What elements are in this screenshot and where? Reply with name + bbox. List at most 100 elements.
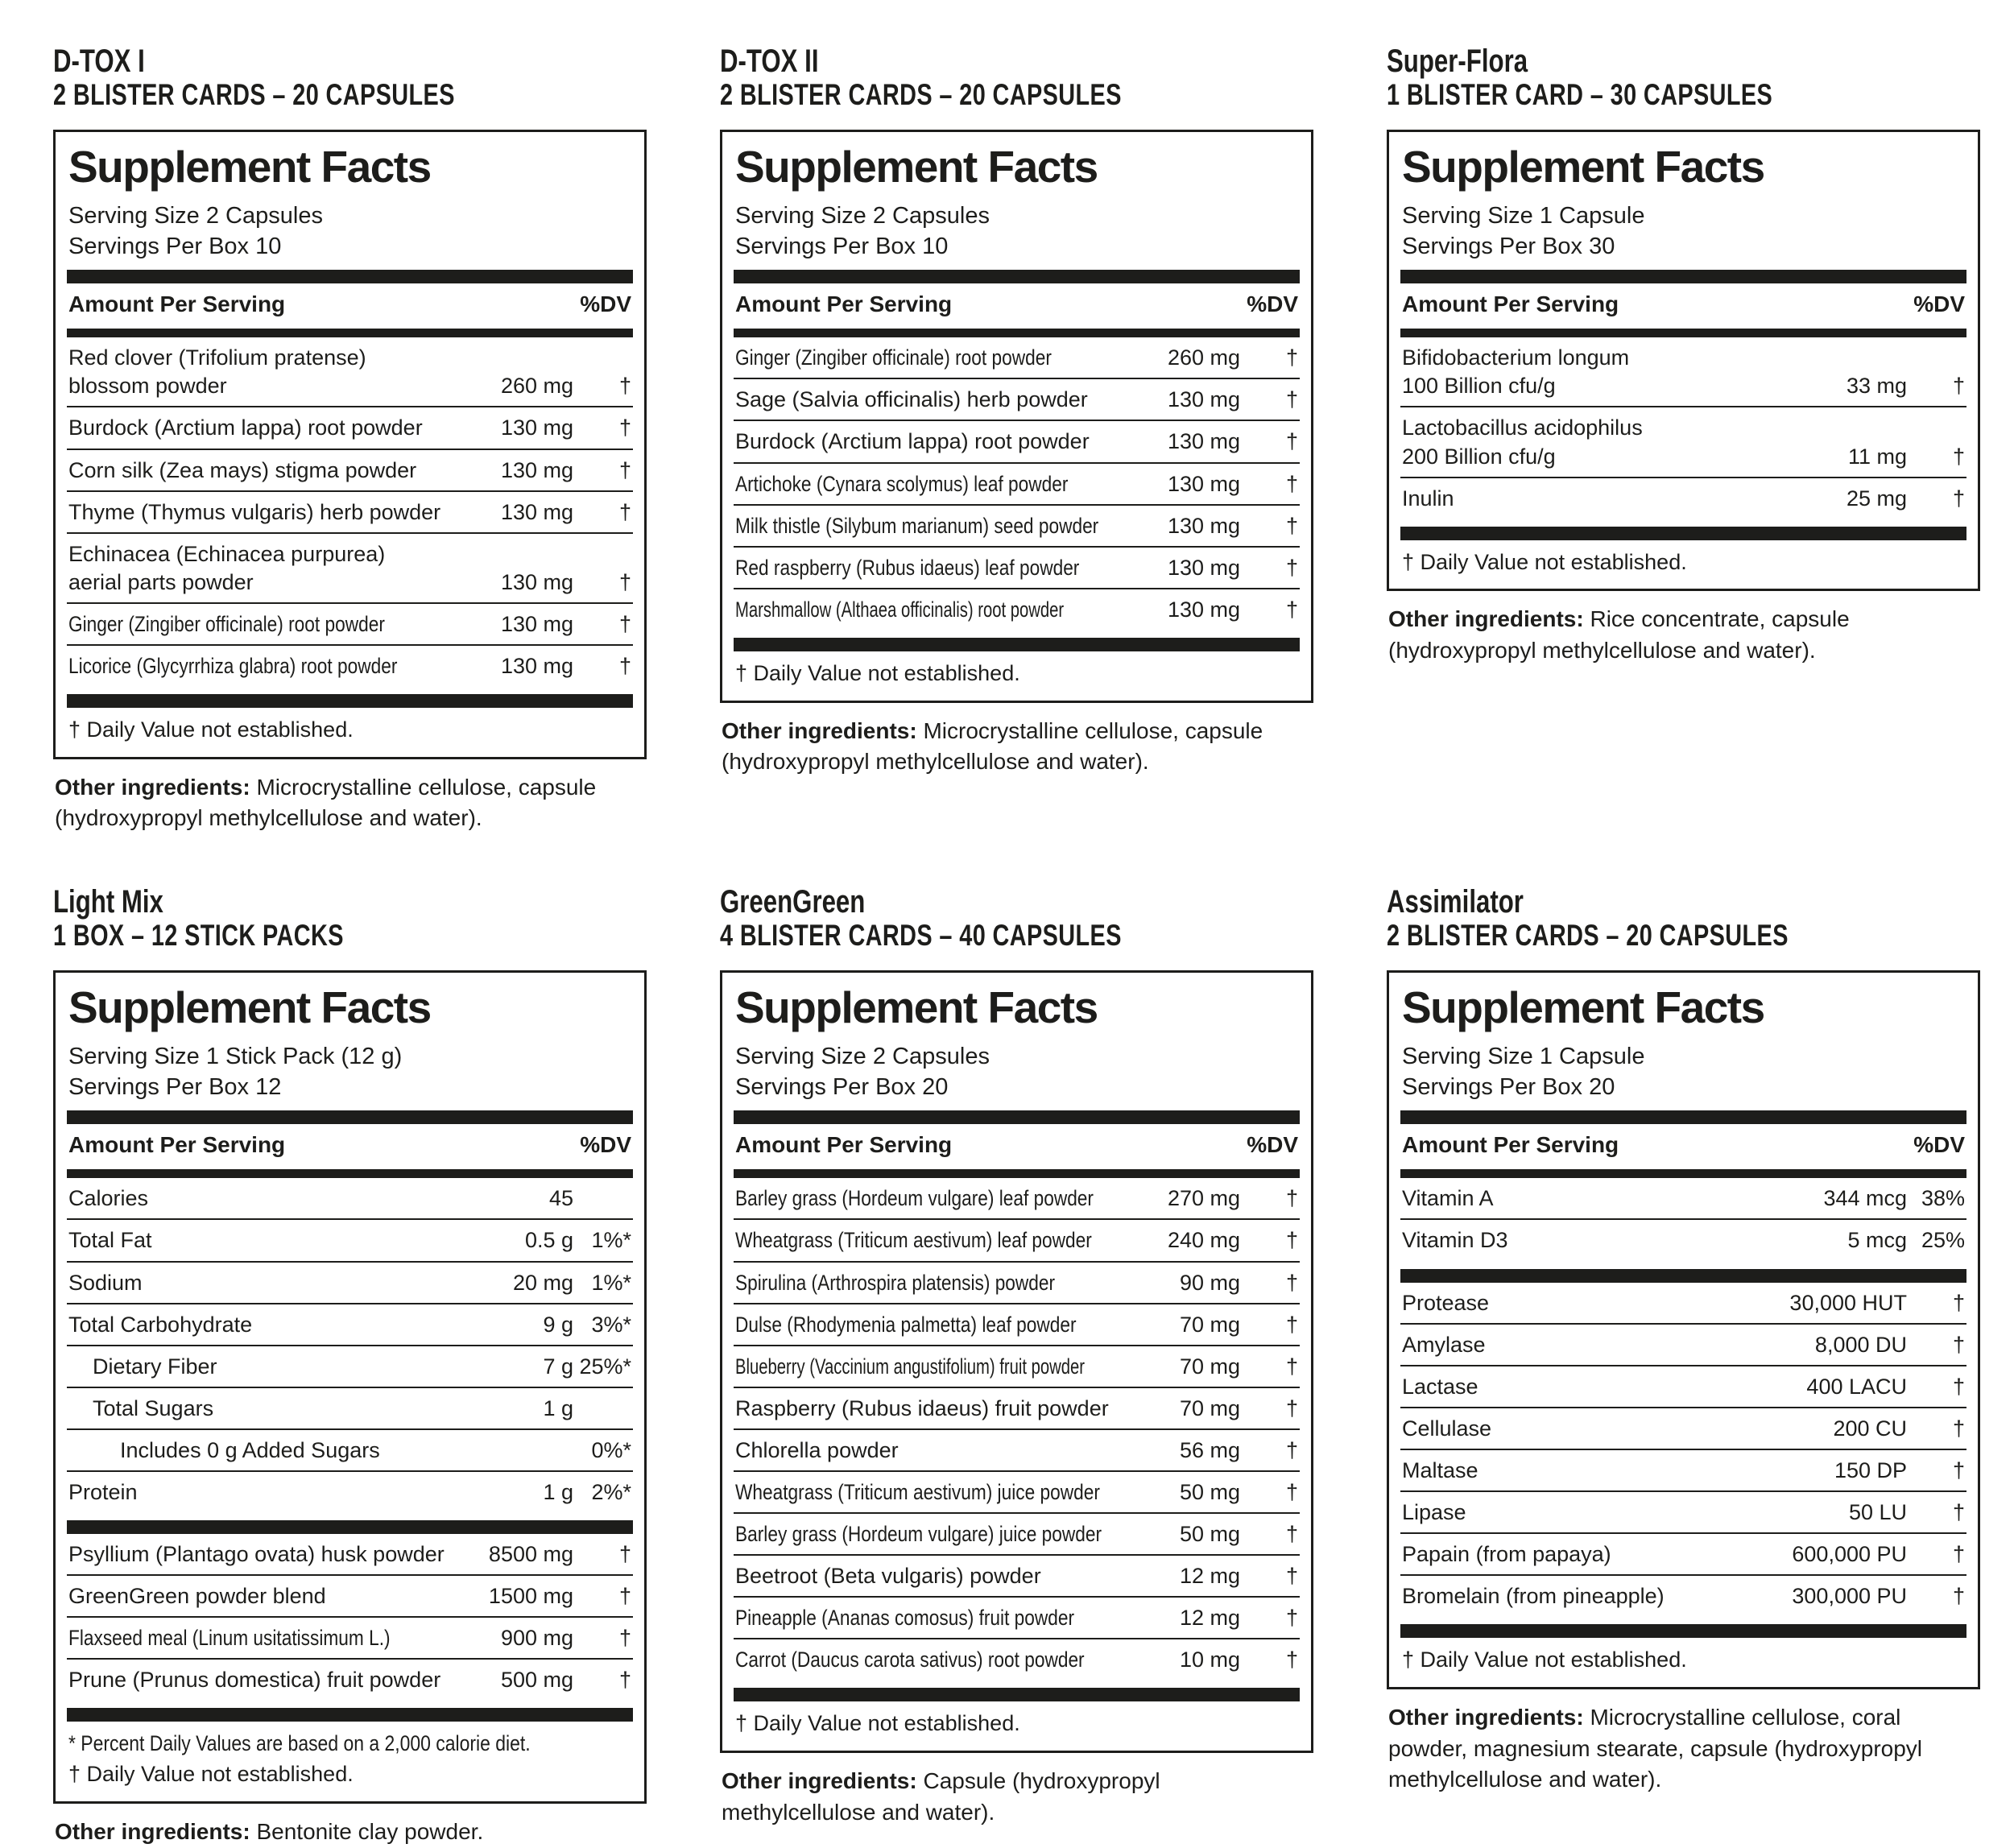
amount-per-serving-label: Amount Per Serving: [68, 1132, 286, 1158]
ingredient-name: Psyllium (Plantago ovata) husk powder: [68, 1540, 453, 1569]
ingredient-amount: 130 mg: [500, 569, 573, 594]
ingredient-row: Artichoke (Cynara scolymus) leaf powder 1…: [734, 461, 1300, 504]
other-ingredients: Other ingredients: Capsule (hydroxypropy…: [722, 1766, 1313, 1828]
footnote: † Daily Value not established.: [1402, 549, 1687, 574]
ingredient-name-line: Total Carbohydrate: [68, 1312, 253, 1337]
ingredient-amount: 50 mg: [1179, 1522, 1240, 1547]
facts-title: Supplement Facts: [735, 982, 1098, 1032]
amount-header-row: Amount Per Serving %DV: [734, 1124, 1300, 1164]
ingredient-row: Burdock (Arctium lappa) root powder 130 m…: [734, 420, 1300, 461]
ingredient-amount: 344 mcg: [1823, 1186, 1907, 1211]
percent-dv-header: %DV: [580, 291, 631, 317]
ingredient-amount: 260 mg: [1167, 345, 1240, 370]
ingredient-amount: 130 mg: [1167, 513, 1240, 538]
ingredient-row: Vitamin A 344 mcg 38%: [1400, 1178, 1966, 1218]
ingredient-row: Barley grass (Hordeum vulgare) leaf powd…: [734, 1178, 1300, 1218]
ingredient-sections: Vitamin A 344 mcg 38% Vitamin D3 5 mcg 25% Pro…: [1400, 1178, 1966, 1616]
ingredient-name-line: Bifidobacterium longum: [1402, 345, 1630, 370]
ingredient-name-line: Papain (from papaya): [1402, 1542, 1611, 1567]
ingredient-row: Lipase 50 LU †: [1400, 1490, 1966, 1532]
ingredient-dv: †: [618, 374, 631, 399]
ingredient-name: Ginger (Zingiber officinale) root powder: [735, 344, 1119, 372]
ingredient-dv: †: [1285, 1395, 1298, 1420]
ingredient-name-line: Maltase: [1402, 1457, 1478, 1482]
footnotes: † Daily Value not established.: [734, 1701, 1300, 1743]
percent-dv-header: %DV: [1913, 1132, 1965, 1158]
ingredient-dv: †: [1952, 374, 1965, 399]
other-ingredients-label: Other ingredients:: [55, 1819, 250, 1845]
ingredient-name: Red raspberry (Rubus idaeus) leaf powder: [735, 554, 1119, 582]
footnote: † Daily Value not established.: [735, 1711, 1020, 1736]
ingredient-row: Carrot (Daucus carota sativus) root powd…: [734, 1638, 1300, 1680]
ingredient-dv: †: [1952, 1457, 1965, 1482]
footnotes: † Daily Value not established.: [1400, 540, 1966, 581]
supplement-facts-box: Supplement Facts Serving Size 1 Capsule …: [1387, 969, 1980, 1690]
ingredient-dv: 2%*: [591, 1479, 631, 1504]
ingredient-dv: †: [1285, 429, 1298, 454]
ingredient-name-line: Milk thistle (Silybum marianum) seed pow…: [735, 513, 1099, 538]
ingredient-name-line: Protein: [68, 1479, 138, 1504]
ingredient-amount: 10 mg: [1179, 1647, 1240, 1672]
ingredient-amount: 130 mg: [1167, 555, 1240, 580]
ingredient-section: Protease 30,000 HUT † Amylase 8,000 DU † Lacta…: [1400, 1283, 1966, 1617]
ingredient-row: Wheatgrass (Triticum aestivum) leaf powd…: [734, 1218, 1300, 1260]
ingredient-amount: 150 DP: [1834, 1457, 1907, 1482]
ingredient-name: Thyme (Thymus vulgaris) herb powder: [68, 498, 453, 527]
ingredient-name-line: Vitamin A: [1402, 1186, 1494, 1211]
ingredient-dv: †: [1952, 1584, 1965, 1609]
other-ingredients-label: Other ingredients:: [1388, 1705, 1584, 1730]
ingredient-amount: 33 mg: [1846, 374, 1907, 399]
ingredient-dv: †: [1285, 1437, 1298, 1462]
ingredient-name: Dulse (Rhodymenia palmetta) leaf powder: [735, 1311, 1119, 1339]
ingredient-name: Vitamin D3: [1402, 1226, 1786, 1255]
ingredient-dv: †: [1285, 513, 1298, 538]
ingredient-amount: 600,000 PU: [1792, 1542, 1907, 1567]
amount-per-serving-label: Amount Per Serving: [68, 291, 286, 317]
footnotes: † Daily Value not established.: [67, 708, 633, 749]
ingredient-name-line: Thyme (Thymus vulgaris) herb powder: [68, 499, 441, 524]
ingredient-name: Milk thistle (Silybum marianum) seed pow…: [735, 512, 1119, 540]
ingredient-dv: †: [618, 499, 631, 524]
ingredient-name: Chlorella powder: [735, 1437, 1119, 1465]
ingredient-amount: 25 mg: [1846, 486, 1907, 511]
facts-title: Supplement Facts: [1402, 141, 1765, 192]
ingredient-section: Red clover (Trifolium pratense) blossom p…: [67, 337, 633, 686]
ingredient-name: Papain (from papaya): [1402, 1540, 1786, 1569]
ingredient-name: Includes 0 g Added Sugars: [68, 1437, 453, 1465]
ingredient-amount: 240 mg: [1167, 1228, 1240, 1253]
ingredient-name: Dietary Fiber: [68, 1353, 453, 1381]
product-pack-subtitle: 1 BOX – 12 STICK PACKS: [53, 919, 344, 953]
divider-bar: [734, 637, 1300, 651]
ingredient-name-line: Sage (Salvia officinalis) herb powder: [735, 387, 1088, 412]
ingredient-amount: 8,000 DU: [1814, 1332, 1907, 1357]
ingredient-row: Red raspberry (Rubus idaeus) leaf powder…: [734, 545, 1300, 588]
product-pack-subtitle: 2 BLISTER CARDS – 20 CAPSULES: [53, 78, 455, 111]
ingredient-name: Total Sugars: [68, 1395, 453, 1423]
ingredient-dv: †: [618, 415, 631, 440]
ingredient-sections: Barley grass (Hordeum vulgare) leaf powd…: [734, 1178, 1300, 1680]
other-ingredients-label: Other ingredients:: [722, 1768, 917, 1794]
supplement-facts-box: Supplement Facts Serving Size 1 Capsule …: [1387, 129, 1980, 592]
ingredient-amount: 300,000 PU: [1792, 1584, 1907, 1609]
product-pack-subtitle: 2 BLISTER CARDS – 20 CAPSULES: [720, 78, 1122, 111]
ingredient-name-line: Red raspberry (Rubus idaeus) leaf powder: [735, 555, 1080, 580]
divider-bar: [1400, 1110, 1966, 1125]
ingredient-amount: 12 mg: [1179, 1606, 1240, 1631]
supplement-facts-box: Supplement Facts Serving Size 1 Stick Pa…: [53, 969, 647, 1805]
product-title: Light Mix: [53, 884, 163, 920]
ingredient-row: Sodium 20 mg 1%*: [67, 1260, 633, 1303]
ingredient-dv: †: [618, 569, 631, 594]
ingredient-name-line: Artichoke (Cynara scolymus) leaf powder: [735, 471, 1069, 496]
product-title: D-TOX I: [53, 43, 145, 79]
servings-per-box: Servings Per Box 10: [68, 233, 282, 259]
other-ingredients-text: Microcrystalline cellulose, capsule (hyd…: [722, 717, 1263, 775]
percent-dv-header: %DV: [580, 1132, 631, 1158]
ingredient-name: Flaxseed meal (Linum usitatissimum L.): [68, 1624, 453, 1652]
amount-header-row: Amount Per Serving %DV: [1400, 283, 1966, 324]
ingredient-name-line: Echinacea (Echinacea purpurea): [68, 541, 386, 566]
ingredient-row: Barley grass (Hordeum vulgare) juice pow…: [734, 1512, 1300, 1554]
footnote: † Daily Value not established.: [735, 660, 1020, 685]
ingredient-row: Milk thistle (Silybum marianum) seed pow…: [734, 503, 1300, 546]
ingredient-name-line: Cellulase: [1402, 1416, 1492, 1441]
